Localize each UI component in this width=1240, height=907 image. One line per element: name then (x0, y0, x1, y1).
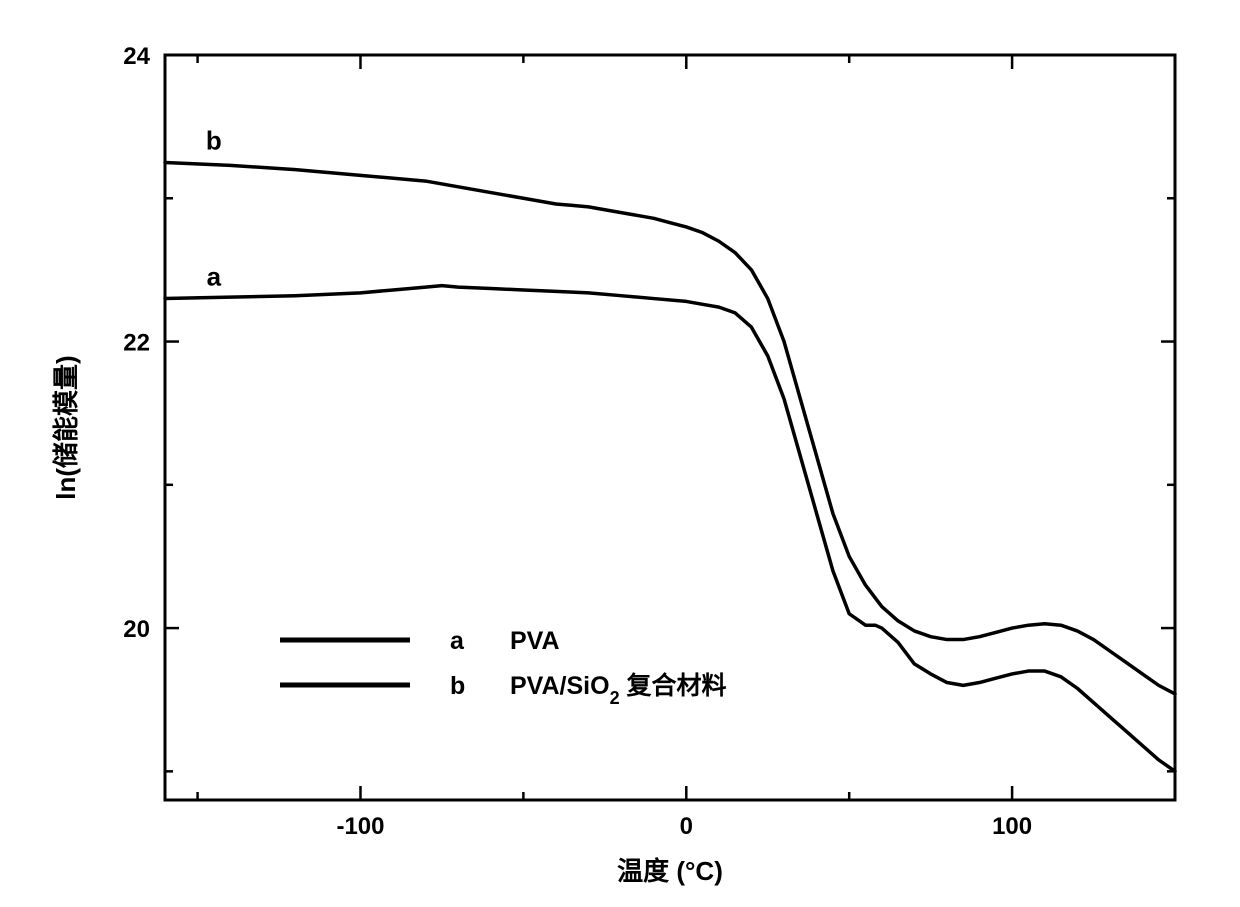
storage-modulus-chart: -1000100温度 (°C)202224ln(储能模量)abaPVAbPVA/… (0, 0, 1240, 907)
svg-text:ln(储能模量): ln(储能模量) (51, 355, 81, 499)
svg-text:100: 100 (992, 813, 1032, 840)
svg-text:24: 24 (123, 43, 150, 70)
svg-text:b: b (206, 125, 222, 155)
svg-text:a: a (207, 261, 222, 291)
svg-text:22: 22 (123, 330, 150, 357)
svg-text:a: a (450, 627, 465, 655)
svg-text:b: b (450, 672, 465, 700)
svg-text:-100: -100 (336, 813, 384, 840)
svg-text:温度 (°C): 温度 (°C) (617, 856, 723, 886)
chart-container: -1000100温度 (°C)202224ln(储能模量)abaPVAbPVA/… (0, 0, 1240, 907)
svg-text:PVA: PVA (510, 627, 560, 655)
svg-text:20: 20 (123, 616, 150, 643)
svg-text:0: 0 (680, 813, 693, 840)
